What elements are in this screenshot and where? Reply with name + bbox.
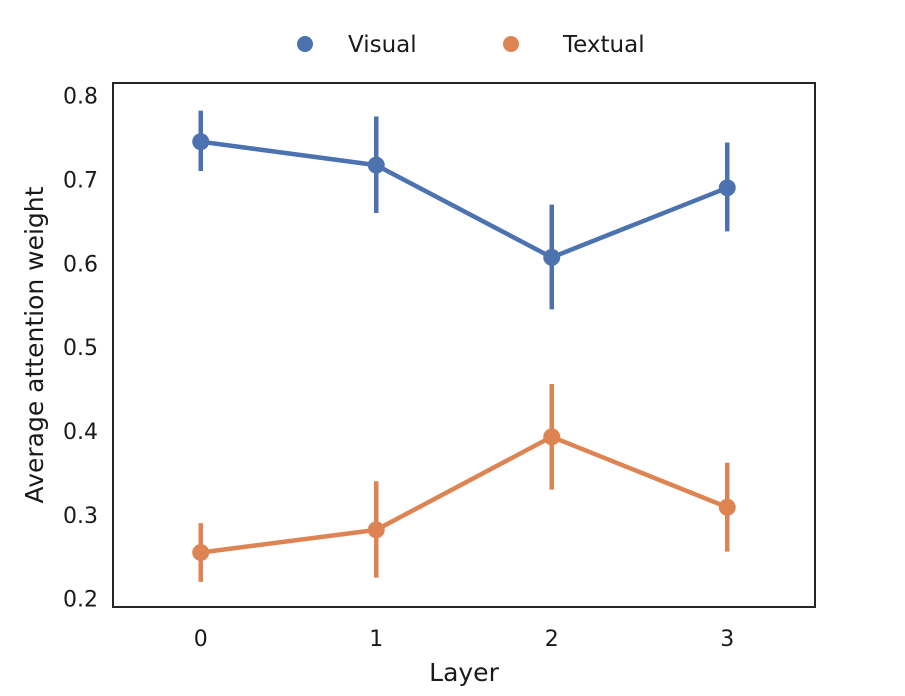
visual-point — [192, 133, 210, 151]
x-tick-label: 2 — [545, 627, 559, 652]
visual-point — [367, 156, 385, 174]
y-tick-label: 0.6 — [63, 252, 98, 277]
visual-point — [718, 179, 736, 197]
textual-series-line — [200, 434, 729, 555]
legend-label-visual: Visual — [348, 32, 417, 58]
legend-marker-textual — [503, 36, 519, 52]
legend: Visual Textual — [297, 32, 645, 58]
textual-point — [718, 498, 736, 516]
x-tick-label: 3 — [720, 627, 734, 652]
y-tick-label: 0.8 — [63, 85, 98, 110]
y-tick-label: 0.5 — [63, 336, 98, 361]
visual-series-line — [200, 139, 729, 260]
textual-point — [367, 521, 385, 539]
plot-frame — [112, 82, 816, 608]
x-tick-label: 0 — [194, 627, 208, 652]
textual-point — [543, 428, 561, 446]
plot-area: 0.2 0.3 0.4 0.5 0.6 0.7 0.8 0 1 2 3 — [63, 82, 816, 652]
legend-marker-visual — [297, 36, 313, 52]
y-tick-label: 0.2 — [63, 588, 98, 613]
y-tick-label: 0.3 — [63, 504, 98, 529]
textual-point — [192, 544, 210, 562]
x-axis-label: Layer — [429, 658, 499, 687]
x-tick-label: 1 — [369, 627, 383, 652]
y-tick-label: 0.4 — [63, 420, 98, 445]
y-axis-label: Average attention weight — [20, 186, 49, 503]
y-tick-label: 0.7 — [63, 168, 98, 193]
legend-label-textual: Textual — [562, 32, 645, 58]
visual-point — [543, 248, 561, 266]
